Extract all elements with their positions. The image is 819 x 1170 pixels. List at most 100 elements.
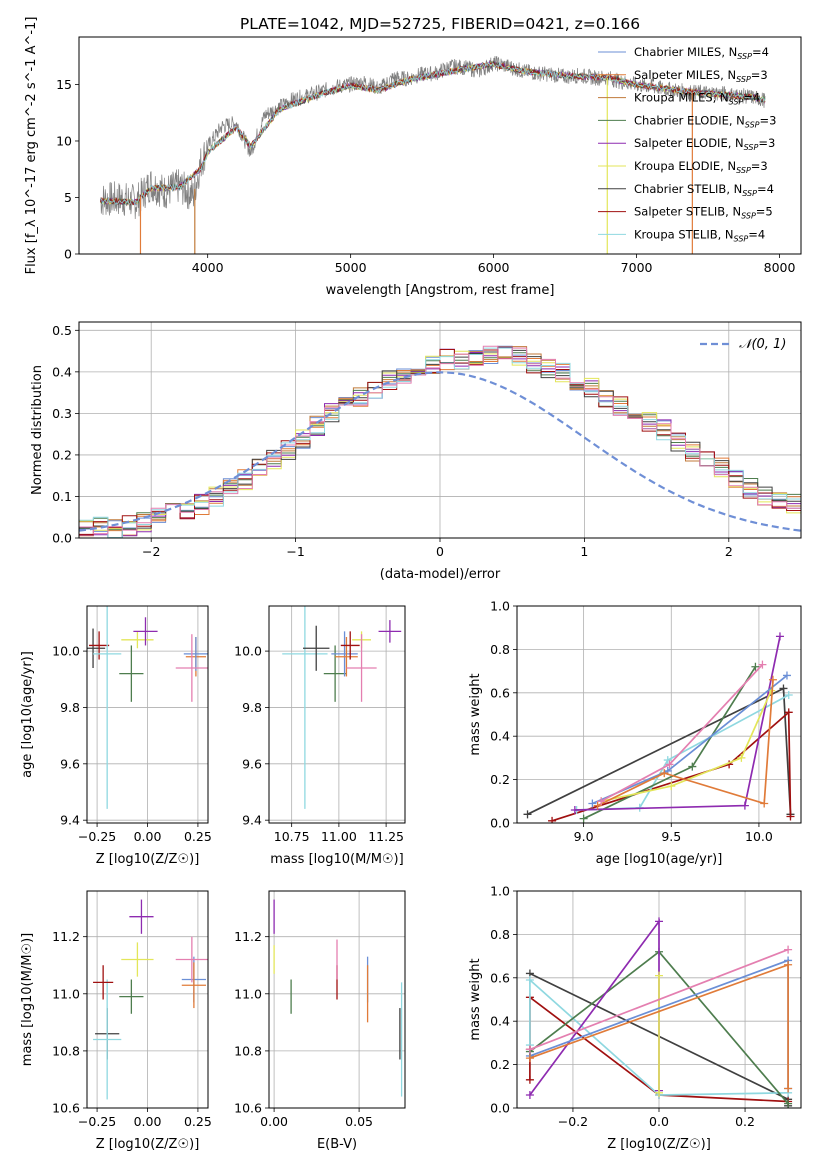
y-tick-label: 10.0 — [234, 644, 262, 659]
x-tick-label: 0.00 — [134, 1114, 162, 1129]
plot-area — [523, 632, 795, 823]
legend-tail: =3 — [751, 159, 768, 173]
x-axis-label: Z [log10(Z/Z☉)] — [96, 852, 200, 867]
weight-marker — [786, 812, 795, 821]
x-tick-label: 6000 — [478, 260, 510, 275]
weight-marker — [579, 814, 588, 823]
weight-series — [600, 690, 772, 803]
errorbar-point — [89, 631, 110, 660]
y-tick-label: 11.2 — [234, 929, 262, 944]
y-tick-label: 0.0 — [490, 816, 510, 831]
weight-marker — [740, 801, 749, 810]
errorbar-point — [175, 634, 208, 702]
legend-entry: Chabrier MILES, NSSP=4 — [634, 45, 769, 61]
axes-frame — [516, 890, 802, 1109]
legend-entry: Chabrier STELIB, NSSP=4 — [634, 182, 774, 198]
weight-marker — [784, 945, 793, 954]
y-tick-label: 1.0 — [490, 599, 510, 614]
x-tick-label: 10.0 — [745, 829, 773, 844]
y-axis-label: mass weight — [468, 673, 483, 755]
legend-entry: Salpeter MILES, NSSP=3 — [634, 68, 768, 84]
x-tick-label: −0.2 — [558, 1114, 588, 1129]
y-tick-label: 0.8 — [490, 927, 510, 942]
weight-marker — [655, 1088, 663, 1097]
errorbar-point — [303, 625, 330, 671]
y-tick-label: 0.2 — [490, 772, 510, 787]
legend-subscript: SSP — [744, 143, 759, 152]
y-tick-label: 0.8 — [490, 642, 510, 657]
x-tick-label: 10.75 — [274, 829, 310, 844]
weight-marker — [523, 810, 532, 819]
legend-tail: =4 — [752, 45, 769, 59]
legend-subscript: SSP — [737, 52, 752, 61]
x-axis-label: wavelength [Angstrom, rest frame] — [326, 283, 555, 298]
weight-marker — [548, 816, 557, 823]
weight-marker — [782, 671, 791, 680]
y-axis-label: age [log10(age/yr)] — [20, 651, 35, 778]
weight-series — [576, 694, 790, 811]
weight-marker — [655, 917, 663, 926]
x-axis-label: mass [log10(M/M☉)] — [270, 852, 403, 867]
legend-tail: =3 — [751, 68, 768, 82]
errorbar-point — [121, 631, 154, 649]
x-tick-label: −2 — [142, 544, 160, 559]
legend-entry: Kroupa STELIB, NSSP=4 — [634, 227, 765, 243]
y-tick-label: 9.6 — [242, 756, 262, 771]
weight-marker — [760, 799, 769, 808]
y-tick-label: 0.6 — [490, 970, 510, 985]
grid — [79, 322, 801, 539]
plot-area — [525, 917, 793, 1108]
errorbar-point — [93, 965, 114, 1000]
panel-mass-vs-Z: −0.25 0.00 0.25 10.6 10.8 11.0 11.2 Z [log10(Z/… — [20, 890, 212, 1152]
axes-frame — [516, 605, 802, 824]
axes-frame — [86, 890, 209, 1109]
weight-series — [529, 978, 789, 1096]
legend-tail: =4 — [757, 182, 774, 196]
weight-marker — [751, 662, 760, 671]
weight-marker — [784, 690, 793, 699]
plot-area — [79, 345, 801, 538]
legend-subscript: SSP — [742, 189, 757, 198]
y-tick-label: 10.6 — [234, 1101, 262, 1116]
x-tick-label: 0.25 — [184, 829, 212, 844]
weight-marker — [525, 975, 534, 984]
y-tick-label: 10.6 — [52, 1101, 80, 1116]
y-axis-label: mass weight — [468, 958, 483, 1040]
observed-spectrum — [100, 55, 766, 220]
weight-marker — [597, 797, 606, 806]
errorbar-point — [181, 962, 206, 1009]
panel-weights-vs-age: 9.0 9.5 10.0 0.0 0.2 0.4 0.6 0.8 1.0 age [log10(a… — [468, 599, 802, 867]
y-tick-label: 11.0 — [52, 986, 80, 1001]
x-tick-label: 0.00 — [260, 1114, 288, 1129]
weight-marker — [655, 971, 663, 980]
x-tick-label: 9.0 — [574, 829, 594, 844]
y-tick-label: 0.3 — [52, 406, 72, 421]
residual-histogram — [79, 349, 801, 535]
weight-marker — [784, 1099, 793, 1108]
weight-marker — [525, 1090, 534, 1099]
weight-marker — [663, 756, 672, 765]
errorbar-point — [93, 606, 122, 809]
x-tick-label: 0.25 — [184, 1114, 212, 1129]
y-tick-label: 9.6 — [60, 756, 80, 771]
y-tick-label: 0.5 — [52, 323, 72, 338]
panel-weights-vs-Z: −0.2 0.0 0.2 0.0 0.2 0.4 0.6 0.8 1.0 Z [log10(Z/Z… — [468, 884, 802, 1152]
y-tick-label: 10.8 — [234, 1043, 262, 1058]
legend-tail: =4 — [748, 227, 765, 241]
weight-marker — [784, 1084, 793, 1093]
y-axis-label: mass [log10(M/M☉)] — [20, 933, 35, 1066]
plot-area — [282, 606, 402, 809]
y-tick-label: 0.2 — [52, 447, 72, 462]
x-tick-label: 7000 — [621, 260, 653, 275]
model-spectrum — [100, 61, 766, 206]
y-tick-label: 10 — [56, 133, 72, 148]
x-tick-label: 11.00 — [321, 829, 357, 844]
legend-subscript: SSP — [729, 98, 744, 107]
errorbar-point — [331, 631, 358, 677]
y-tick-label: 10.8 — [52, 1043, 80, 1058]
legend-entry: Chabrier ELODIE, NSSP=3 — [634, 113, 776, 129]
legend-subscript: SSP — [736, 75, 751, 84]
residual-histogram — [79, 356, 801, 537]
